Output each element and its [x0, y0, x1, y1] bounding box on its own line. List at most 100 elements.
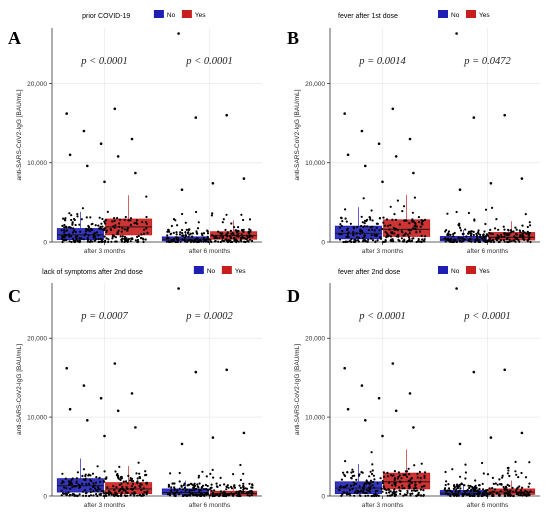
data-point [475, 232, 478, 235]
data-point [125, 237, 128, 240]
data-point [461, 483, 464, 486]
data-point [230, 222, 233, 225]
data-point [524, 476, 528, 479]
data-point [165, 240, 168, 243]
data-point [396, 229, 400, 232]
data-point [103, 227, 106, 230]
data-point [370, 209, 373, 212]
data-point [343, 491, 346, 494]
data-point [61, 492, 65, 495]
y-axis-title: anti-SARS-CoV2-IgG [BAU/mL] [294, 89, 301, 180]
data-point [200, 240, 203, 243]
data-point [503, 228, 506, 231]
data-point [491, 476, 494, 479]
data-point [512, 230, 515, 233]
legend-label-yes: Yes [479, 12, 490, 19]
data-point [248, 234, 251, 237]
data-point [459, 475, 462, 478]
data-point [136, 238, 140, 242]
data-point [444, 470, 447, 474]
data-point [87, 474, 90, 477]
data-point [221, 221, 224, 224]
data-point [184, 234, 187, 237]
data-point [391, 484, 394, 487]
data-point [112, 225, 115, 228]
data-point [189, 492, 192, 495]
data-point [113, 217, 116, 220]
data-point [369, 470, 372, 473]
outlier-point [68, 153, 72, 157]
data-point [201, 493, 204, 496]
outlier-point [130, 137, 134, 141]
data-point [488, 493, 491, 496]
data-point [123, 235, 127, 238]
data-point [385, 489, 388, 492]
data-point [218, 236, 221, 240]
data-point [212, 234, 215, 237]
data-point [242, 236, 245, 239]
data-point [351, 468, 354, 471]
data-point [394, 481, 397, 485]
data-point [68, 235, 71, 238]
data-point [119, 494, 123, 497]
data-point [447, 487, 451, 490]
data-point [466, 488, 469, 491]
data-point [524, 489, 527, 492]
panel-letter-b: B [287, 28, 299, 48]
data-point [238, 494, 241, 497]
data-point [146, 231, 149, 234]
data-point [108, 490, 111, 493]
data-point [217, 240, 220, 243]
data-point [413, 221, 417, 224]
data-point [503, 235, 506, 238]
data-point [401, 231, 404, 234]
y-tick-label: 20,000 [305, 81, 325, 88]
data-point [520, 471, 523, 475]
data-point [195, 493, 198, 496]
data-point [363, 222, 366, 225]
data-point [206, 230, 209, 233]
data-point [187, 228, 190, 231]
data-point [227, 240, 230, 243]
data-point [474, 479, 477, 482]
data-point [212, 491, 215, 494]
data-point [509, 231, 512, 234]
data-point [89, 488, 92, 491]
data-point [366, 240, 369, 243]
data-point [200, 486, 203, 489]
data-point [143, 228, 146, 231]
p-value-label: p = 0.0472 [463, 56, 511, 67]
data-point [249, 230, 252, 233]
data-point [385, 491, 388, 495]
data-point [457, 494, 460, 497]
data-point [380, 487, 383, 490]
data-point [220, 232, 223, 235]
data-point [397, 475, 400, 478]
data-point [397, 234, 400, 237]
data-point [403, 205, 406, 208]
data-point [121, 237, 124, 240]
data-point [141, 479, 145, 482]
data-point [130, 485, 133, 488]
data-point [352, 481, 355, 484]
data-point [373, 486, 376, 489]
outlier-point [360, 129, 364, 133]
data-point [137, 234, 140, 238]
data-point [421, 219, 425, 223]
data-point [514, 460, 517, 463]
data-point [222, 240, 225, 243]
data-point [72, 227, 75, 230]
data-point [341, 493, 344, 496]
outlier-point [377, 142, 381, 145]
data-point [477, 493, 480, 496]
data-point [117, 229, 120, 232]
data-point [98, 476, 101, 479]
data-point [201, 470, 204, 473]
data-point [373, 478, 376, 481]
data-point [188, 494, 191, 497]
x-tick-label: after 3 months [84, 502, 126, 509]
data-point [250, 490, 254, 493]
data-point [140, 233, 143, 236]
data-point [130, 237, 134, 240]
data-point [507, 490, 510, 493]
